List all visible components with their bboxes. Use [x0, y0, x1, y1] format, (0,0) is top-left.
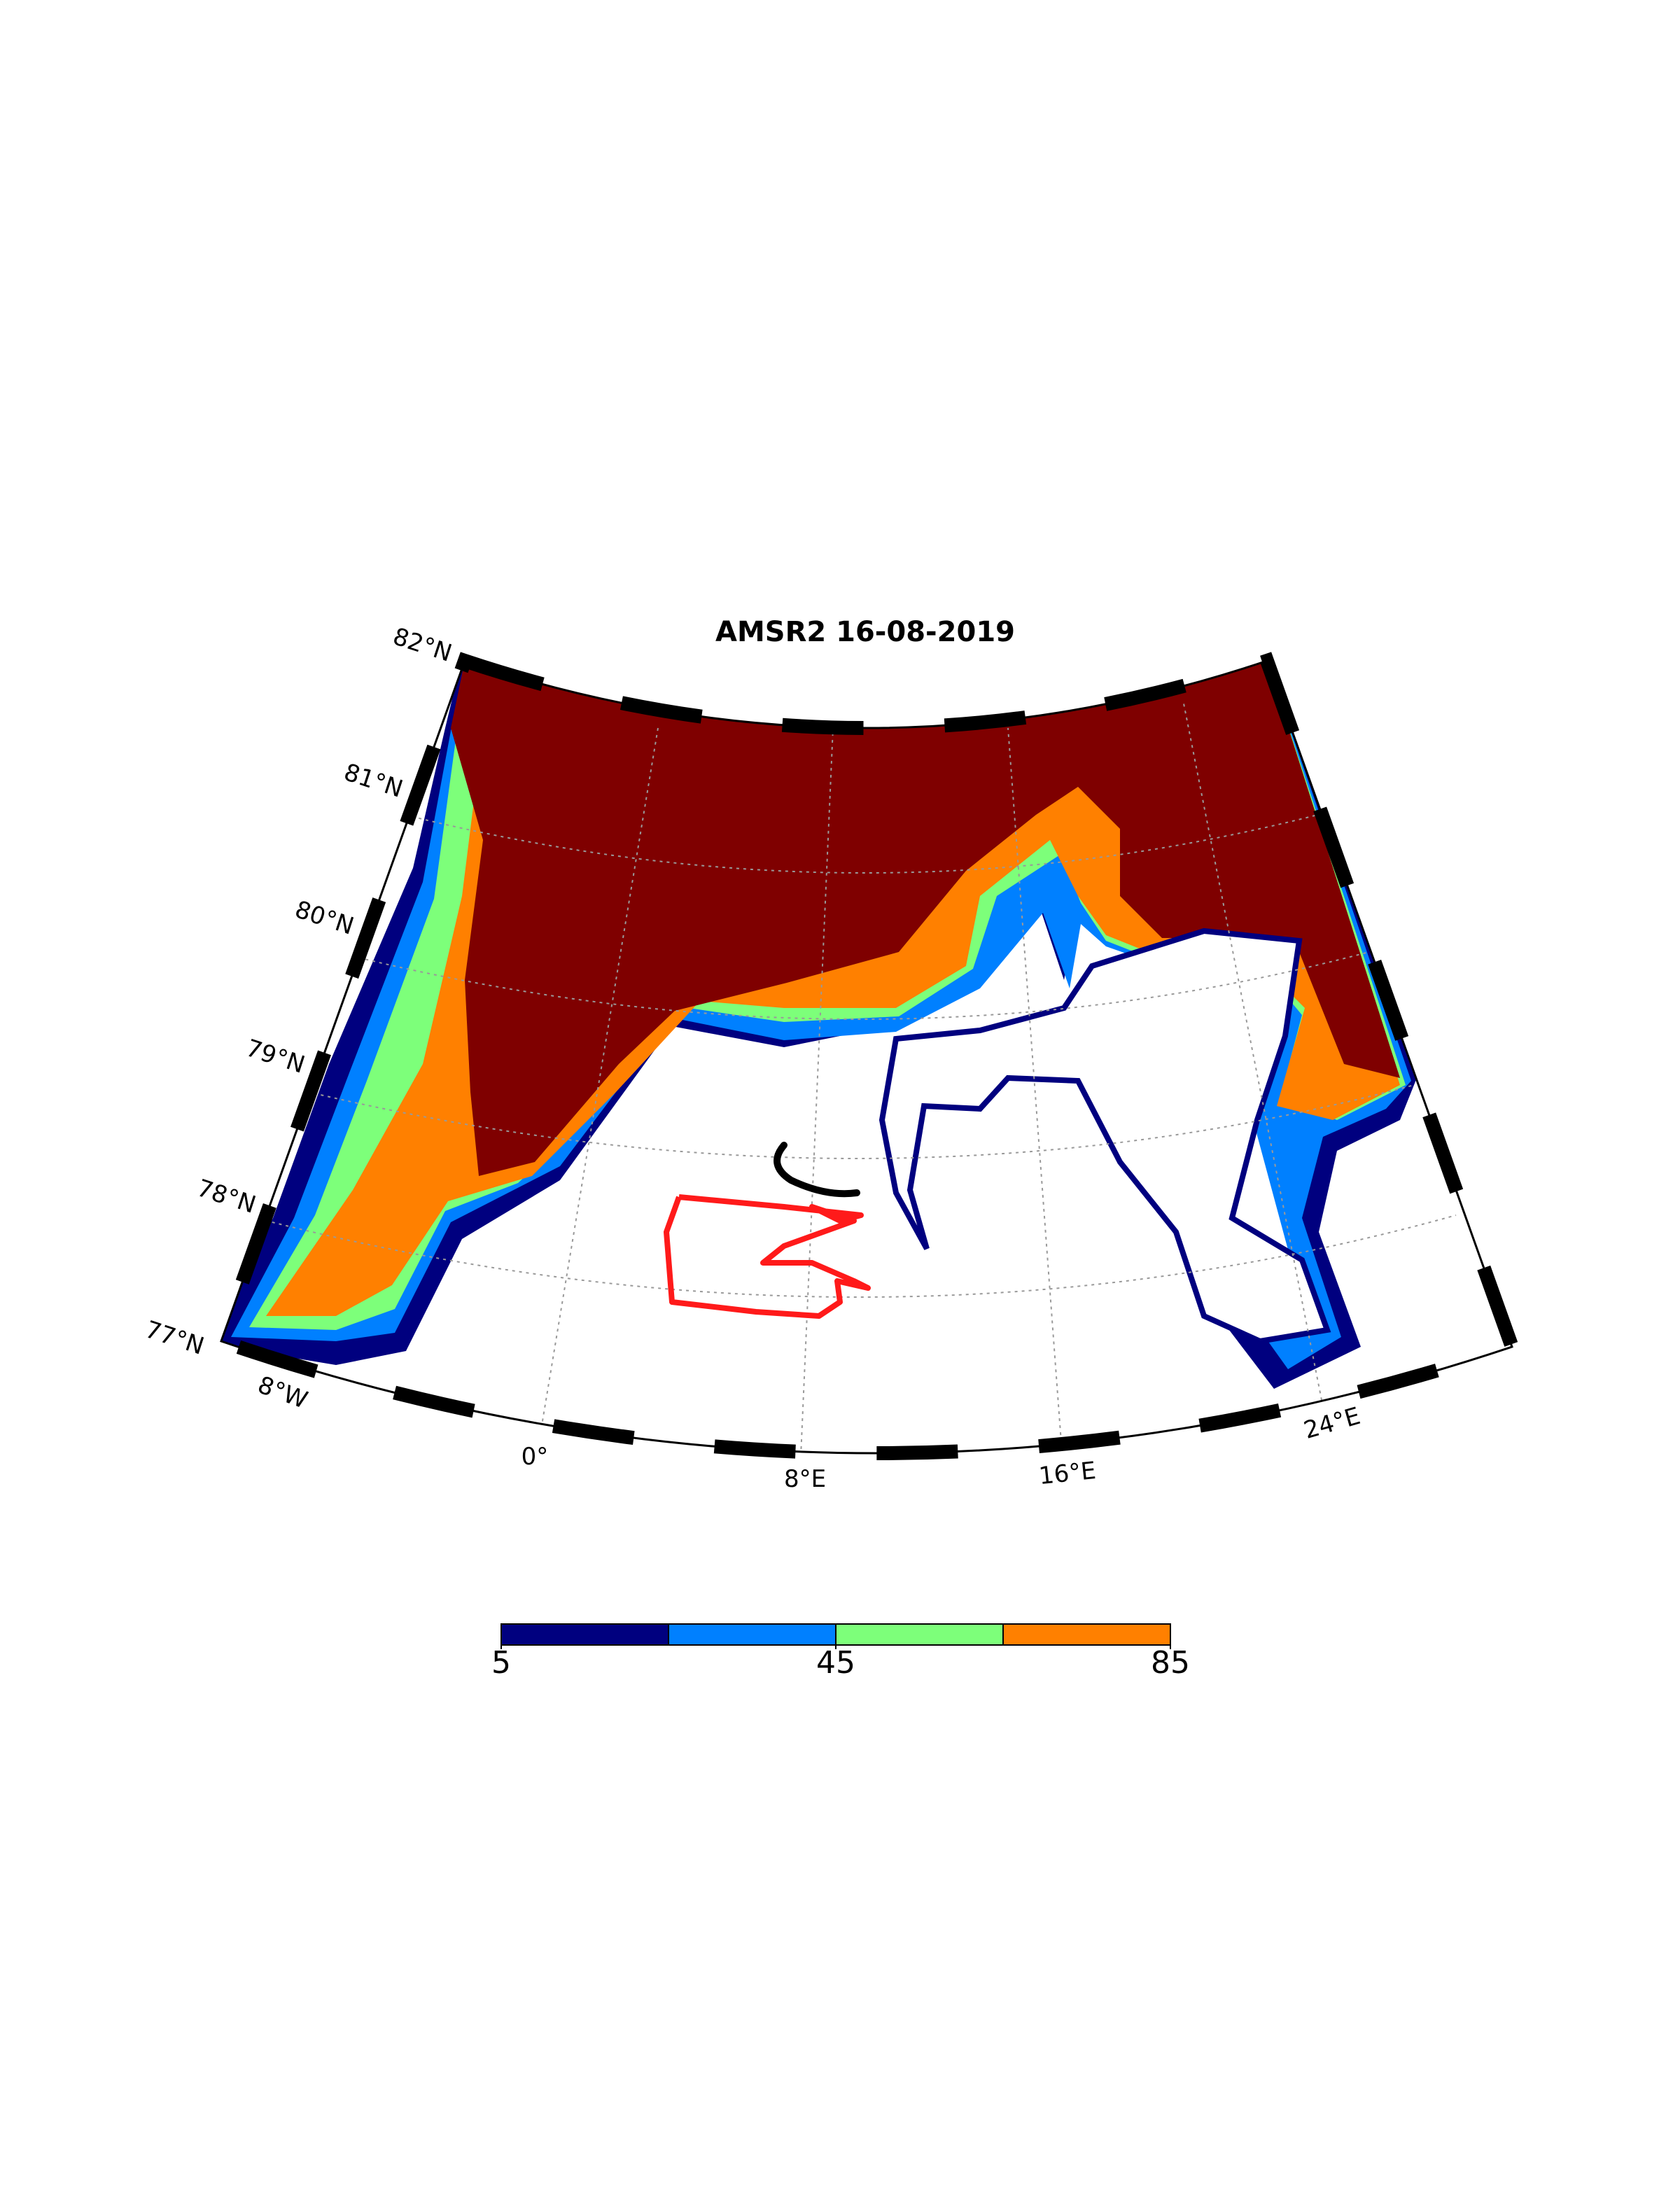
- frame-ticks: [212, 652, 1521, 1460]
- colorbar-tick-label: 85: [1151, 1645, 1190, 1681]
- colorbar-segment: [668, 1623, 836, 1646]
- lat-label: 77°N: [141, 1315, 207, 1361]
- colorbar-segment: [1002, 1623, 1171, 1646]
- lat-label: 80°N: [291, 895, 357, 941]
- lat-label: 82°N: [389, 622, 455, 668]
- lon-label: 0°: [522, 1443, 549, 1471]
- lat-label: 79°N: [242, 1034, 308, 1079]
- ice-concentration-map: [221, 661, 1457, 1454]
- graticule: [244, 699, 1457, 1454]
- colorbar-tick-label: 45: [816, 1645, 855, 1681]
- lon-label: 8°W: [254, 1371, 312, 1415]
- ship-track: [664, 1194, 871, 1319]
- lon-label: 24°E: [1301, 1402, 1364, 1445]
- ice-darkred: [451, 661, 1400, 1176]
- lon-label: 8°E: [784, 1465, 826, 1493]
- lat-label: 81°N: [340, 758, 406, 804]
- colorbar-segment: [835, 1623, 1004, 1646]
- colorbar-tick-label: 5: [491, 1645, 511, 1681]
- colorbar: 5 45 85: [491, 1623, 1190, 1681]
- map-title: AMSR2 16-08-2019: [715, 616, 1015, 648]
- lat-label: 78°N: [193, 1174, 259, 1219]
- lon-label: 16°E: [1037, 1457, 1097, 1490]
- land-svalbard: [878, 927, 1331, 1345]
- drift-track: [774, 1142, 860, 1198]
- colorbar-segment: [500, 1623, 669, 1646]
- figure: AMSR2 16-08-2019 82°N81°N80°N79°N7: [141, 616, 1521, 1681]
